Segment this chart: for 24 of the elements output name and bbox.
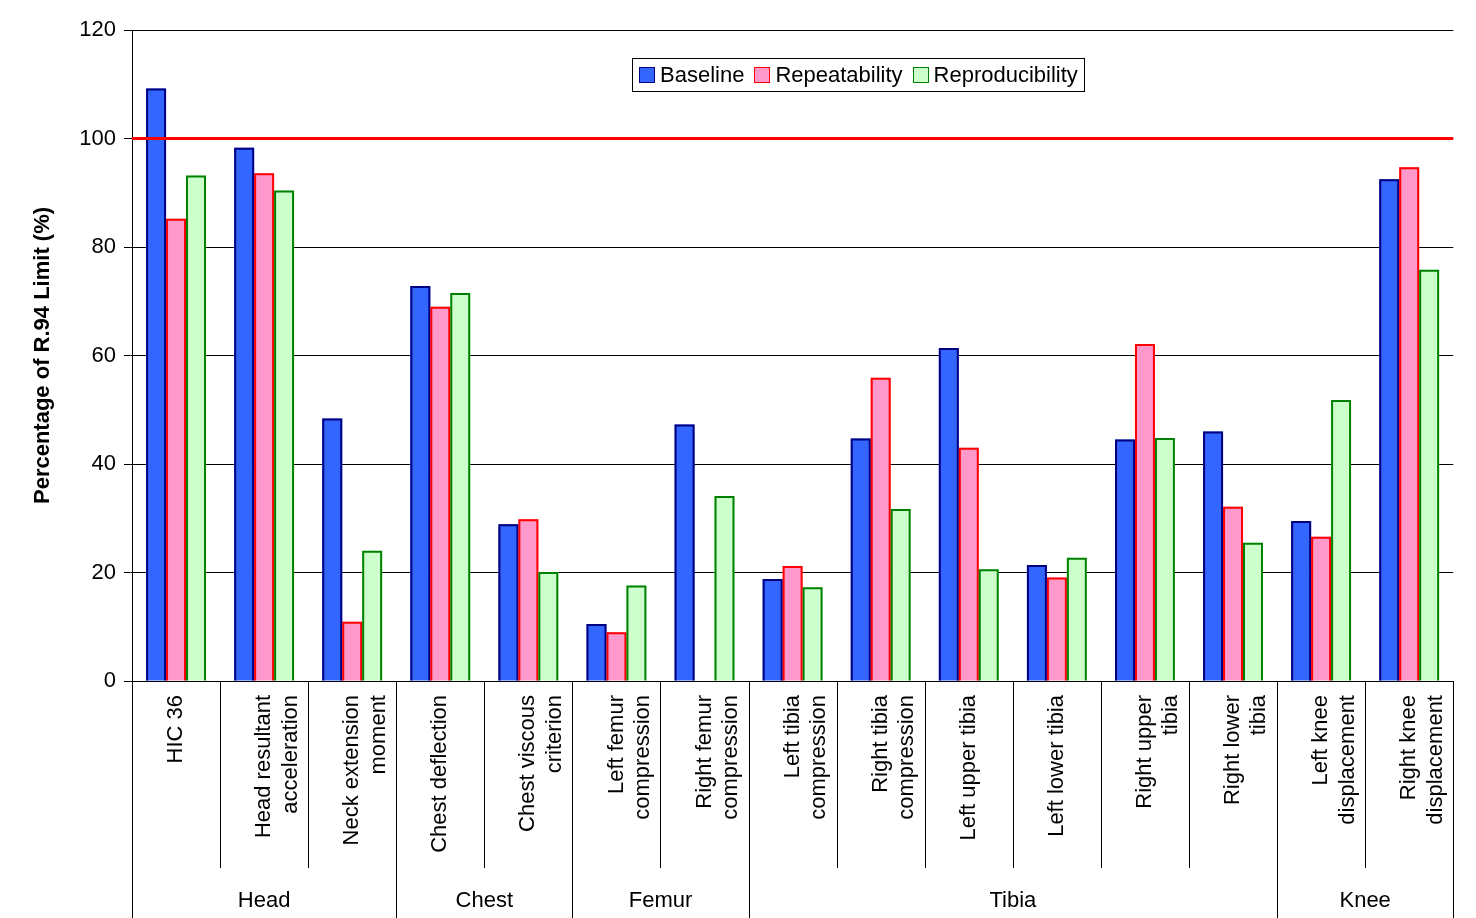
legend-label: Reproducibility	[932, 62, 1078, 88]
x-tick-label: HIC 36	[162, 695, 188, 764]
y-tick-label: 100	[79, 124, 116, 150]
y-tick-label: 60	[91, 341, 116, 367]
y-tick-label: 20	[91, 558, 116, 584]
y-axis-title: Percentage of R.94 Limit (%)	[29, 206, 55, 505]
x-tick-label: Right upper tibia	[1131, 694, 1183, 809]
text: Knee	[1339, 887, 1391, 913]
x-tick-label: Right lower tibia	[1219, 694, 1271, 806]
y-tick-label: 120	[79, 16, 116, 42]
text: Head	[237, 887, 291, 913]
x-tick-label: Head resultant acceleration	[250, 695, 302, 839]
legend-label: Baseline	[659, 62, 745, 88]
x-tick-label: Left upper tibia	[954, 694, 980, 841]
text: Chest	[455, 887, 514, 913]
x-tick-label: Left lower tibia	[1042, 694, 1068, 837]
y-tick-label: 0	[103, 667, 116, 693]
y-tick-label: 80	[91, 233, 116, 259]
x-tick-label: Chest deflection	[426, 695, 452, 853]
legend-label: Repeatability	[774, 62, 903, 88]
text: Tibia	[989, 887, 1038, 913]
x-tick-label: Chest viscous criterion	[514, 695, 566, 832]
text: Femur	[628, 887, 693, 913]
y-tick-label: 40	[91, 450, 116, 476]
